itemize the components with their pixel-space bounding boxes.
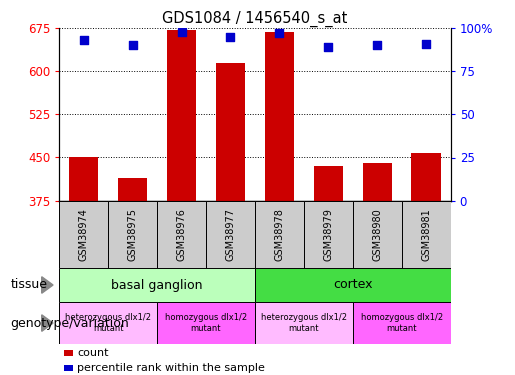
Bar [304,201,353,268]
Bar [157,302,255,344]
Text: GSM38976: GSM38976 [177,208,186,261]
Text: percentile rank within the sample: percentile rank within the sample [77,363,265,373]
Point [422,40,430,46]
Bar [69,158,98,201]
Text: homozygous dlx1/2
mutant: homozygous dlx1/2 mutant [165,313,247,333]
Bar [314,166,343,201]
Bar [59,302,157,344]
Text: homozygous dlx1/2
mutant: homozygous dlx1/2 mutant [360,313,443,333]
Bar [402,201,451,268]
Bar [167,30,196,201]
Bar [265,32,294,201]
Text: tissue: tissue [10,279,47,291]
Text: GSM38981: GSM38981 [421,208,431,261]
Text: basal ganglion: basal ganglion [111,279,203,291]
Point [177,28,185,34]
Text: GSM38979: GSM38979 [323,208,333,261]
Point [226,34,234,40]
Point [324,44,333,50]
Text: GSM38978: GSM38978 [274,208,284,261]
Bar [363,163,392,201]
Bar [353,201,402,268]
Point [373,42,381,48]
Text: genotype/variation: genotype/variation [10,316,129,330]
Point [275,30,283,36]
Text: heterozygous dlx1/2
mutant: heterozygous dlx1/2 mutant [261,313,347,333]
Bar [255,201,304,268]
Text: heterozygous dlx1/2
mutant: heterozygous dlx1/2 mutant [65,313,151,333]
Bar [59,201,108,268]
Bar [206,201,255,268]
Title: GDS1084 / 1456540_s_at: GDS1084 / 1456540_s_at [162,10,348,27]
Bar [157,201,206,268]
Text: GSM38977: GSM38977 [226,208,235,261]
Bar [255,268,451,302]
Text: GSM38974: GSM38974 [79,208,89,261]
Point [129,42,137,48]
Bar [118,178,147,201]
Bar [255,302,353,344]
Text: GSM38975: GSM38975 [128,208,138,261]
Bar [411,153,441,201]
Text: cortex: cortex [333,279,372,291]
Bar [353,302,451,344]
Point [79,37,88,43]
Text: count: count [77,348,109,357]
Bar [59,268,255,302]
Bar [216,63,245,201]
Text: GSM38980: GSM38980 [372,208,382,261]
Bar [108,201,157,268]
